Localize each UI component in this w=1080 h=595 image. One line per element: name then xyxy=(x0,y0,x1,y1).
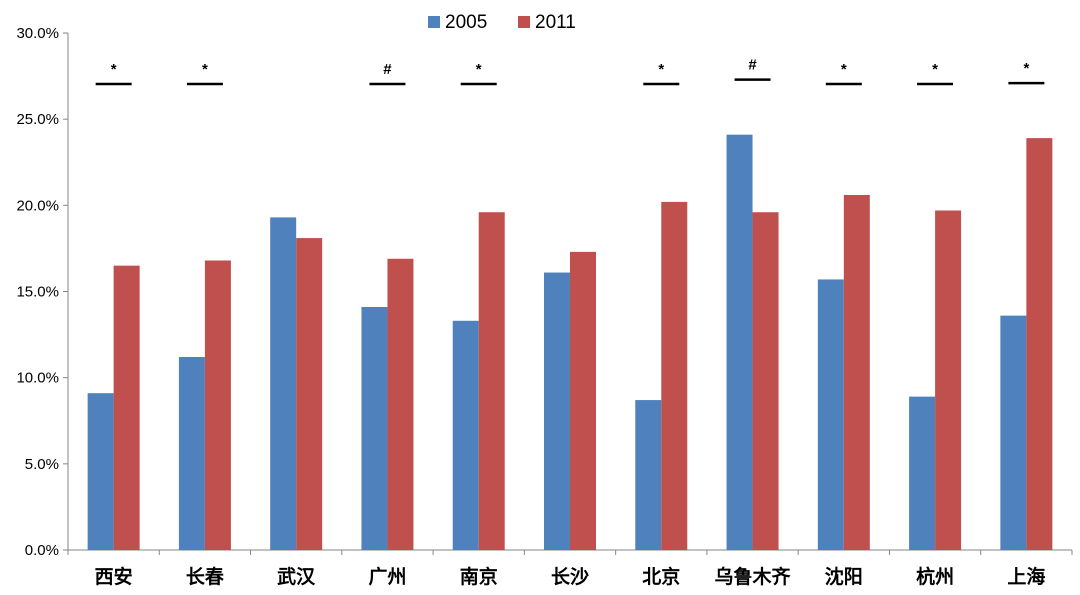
bar-2005 xyxy=(178,356,205,550)
bar-2005 xyxy=(361,307,388,550)
bar-2011 xyxy=(204,260,231,550)
bar-2005 xyxy=(544,272,570,550)
bar-2005 xyxy=(87,393,114,550)
bar-2005 xyxy=(452,320,479,550)
bar-2011 xyxy=(296,238,323,550)
significance-mark: * xyxy=(476,61,482,78)
bar-2011 xyxy=(1026,138,1053,550)
bar-2005 xyxy=(1000,315,1027,550)
category-label: 杭州 xyxy=(916,565,954,588)
bar-2011 xyxy=(935,210,962,550)
bar-2011 xyxy=(570,251,596,550)
legend-swatch-2005 xyxy=(428,16,440,28)
category-label: 南京 xyxy=(460,565,498,588)
legend: 2005 2011 xyxy=(428,12,576,33)
category-label: 上海 xyxy=(1007,565,1045,588)
y-tick-label: 0.0% xyxy=(25,542,59,559)
significance-mark: * xyxy=(841,61,847,78)
significance-mark: * xyxy=(932,61,938,78)
bar-2011 xyxy=(661,201,688,551)
bar-2011 xyxy=(387,258,414,550)
category-label: 北京 xyxy=(642,565,680,588)
significance-mark: # xyxy=(383,61,392,78)
bar-2005 xyxy=(270,217,297,550)
legend-swatch-2011 xyxy=(518,16,530,28)
y-tick-label: 20.0% xyxy=(16,197,59,214)
bar-2005 xyxy=(817,279,844,550)
category-label: 沈阳 xyxy=(825,565,863,588)
y-tick-label: 30.0% xyxy=(16,25,59,42)
bars xyxy=(87,134,1053,551)
category-label: 广州 xyxy=(368,565,406,588)
significance-mark: * xyxy=(1023,60,1029,77)
bar-2005 xyxy=(635,400,662,550)
category-labels: 西安 长春 武汉 广州 南京 长沙 北京 乌鲁木齐 沈阳 杭州 上海 xyxy=(95,565,1046,588)
category-label: 长沙 xyxy=(551,566,589,588)
y-tick-label: 15.0% xyxy=(16,284,59,301)
bar-2011 xyxy=(478,212,505,550)
category-label: 西安 xyxy=(95,565,133,588)
axes: 0.0% 5.0% 10.0% 15.0% 20.0% 25.0% 30.0% xyxy=(16,25,1073,559)
y-tick-label: 5.0% xyxy=(25,456,59,473)
y-tick-label: 25.0% xyxy=(16,111,59,128)
significance-markers: * * # * * # * * * xyxy=(95,57,1045,86)
category-label: 乌鲁木齐 xyxy=(715,565,792,588)
category-label: 长春 xyxy=(186,565,224,588)
bar-2011 xyxy=(113,265,140,550)
bar-2011 xyxy=(843,194,870,550)
significance-mark: * xyxy=(658,61,664,78)
significance-mark: # xyxy=(748,57,757,74)
significance-mark: * xyxy=(111,61,117,78)
legend-label: 2011 xyxy=(535,12,576,33)
legend-label: 2005 xyxy=(445,12,487,33)
bar-2005 xyxy=(909,396,936,550)
y-tick-label: 10.0% xyxy=(16,370,59,387)
significance-mark: * xyxy=(202,61,208,78)
bar-2005 xyxy=(726,134,753,550)
bar-2011 xyxy=(752,212,779,550)
category-label: 武汉 xyxy=(277,566,316,588)
